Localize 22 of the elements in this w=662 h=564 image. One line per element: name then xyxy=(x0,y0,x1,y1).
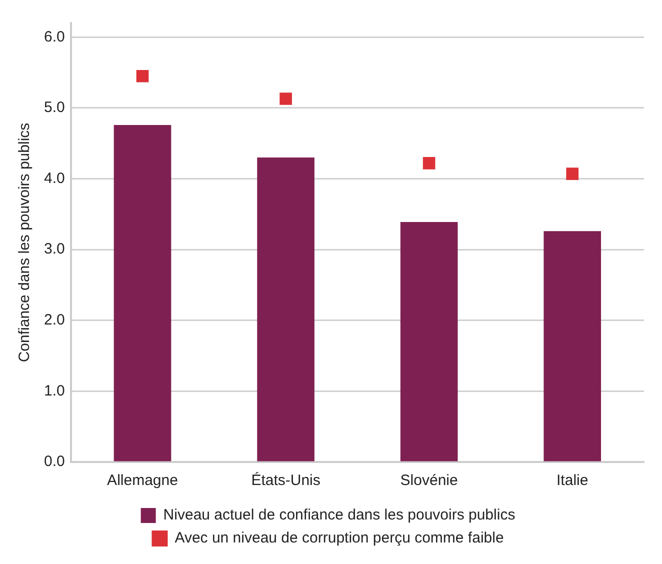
point xyxy=(280,92,292,105)
bar xyxy=(114,124,172,462)
legend-label: Avec un niveau de corruption perçu comme faible xyxy=(174,530,504,547)
y-tick-label: 3.0 xyxy=(44,240,65,258)
y-tick-label: 2.0 xyxy=(44,312,65,329)
legend-label: Niveau actuel de confiance dans les pouvoirs publics xyxy=(163,506,516,524)
y-tick-label: 4.0 xyxy=(44,170,65,187)
x-tick-label: États-Unis xyxy=(251,471,320,490)
y-tick-label: 0.0 xyxy=(44,453,65,470)
bar xyxy=(257,158,314,462)
point xyxy=(136,70,149,82)
y-axis-title: Confiance dans les pouvoirs publics xyxy=(16,122,34,362)
x-tick-label: Italie xyxy=(556,472,588,490)
y-tick-label: 1.0 xyxy=(44,382,65,400)
y-tick-label: 6.0 xyxy=(44,28,65,46)
point xyxy=(422,157,436,170)
bar xyxy=(544,231,602,462)
y-tick-label: 5.0 xyxy=(44,99,65,116)
x-tick-label: Slovénie xyxy=(400,472,458,490)
bar xyxy=(400,222,458,462)
x-tick-label: Allemagne xyxy=(107,472,178,490)
point xyxy=(566,168,579,180)
